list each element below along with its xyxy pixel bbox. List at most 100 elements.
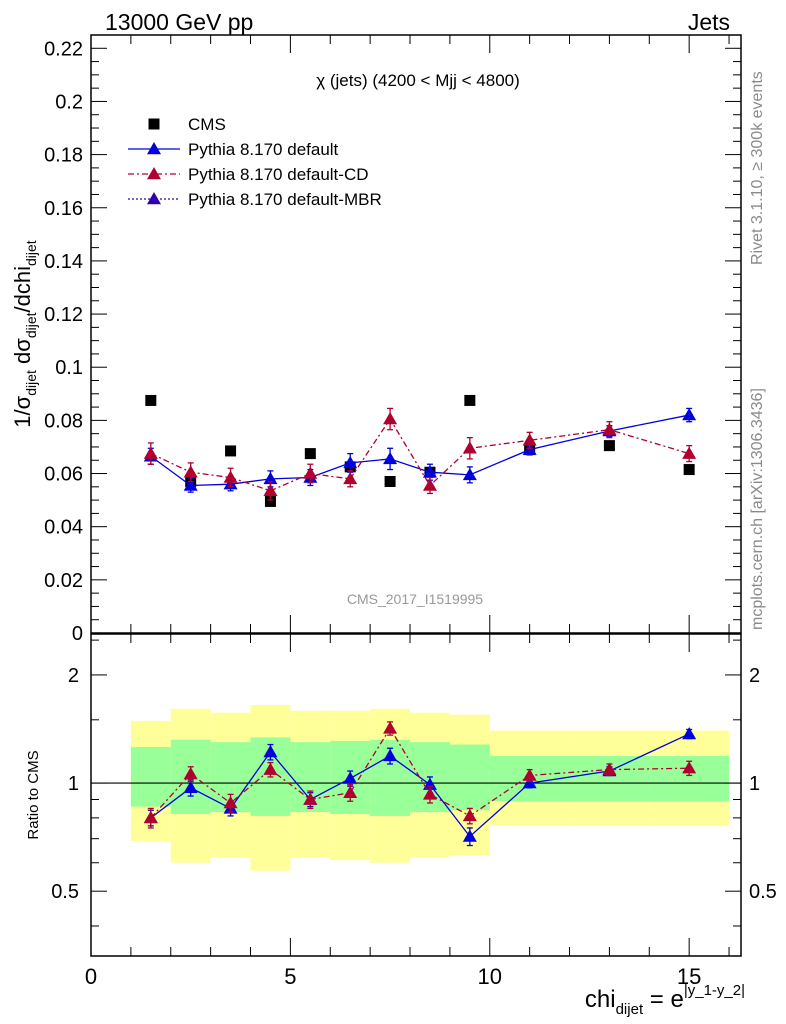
ratio-point bbox=[383, 721, 398, 734]
x-tick-label: 10 bbox=[478, 964, 502, 989]
bottom-frame bbox=[90, 633, 742, 957]
ratio-point bbox=[462, 808, 477, 822]
top-y-tick-label: 0.1 bbox=[55, 357, 83, 379]
top-y-tick-label: 0.16 bbox=[44, 198, 83, 220]
xlabel-part: dijet bbox=[616, 1001, 644, 1018]
data-point bbox=[522, 433, 537, 446]
side-label-rivet: Rivet 3.1.10, ≥ 300k events bbox=[749, 71, 766, 265]
top-series bbox=[143, 394, 697, 507]
top-title: χ (jets) (4200 < Mjj < 4800) bbox=[316, 71, 520, 90]
series-pythia-8-170-default-cd bbox=[143, 407, 697, 501]
ratio-point bbox=[383, 748, 398, 762]
ratio-point bbox=[303, 792, 318, 805]
bottom-panel: 0.5 1 2 0.5 1 2 0 5 10 15 Ratio to CMS chidijet =… bbox=[25, 633, 777, 1018]
legend-entry: CMS bbox=[148, 115, 226, 134]
side-label-mcplots: mcplots.cern.ch [arXiv:1306.3436] bbox=[749, 388, 766, 630]
ratio-point bbox=[143, 810, 158, 824]
top-y-tick-label: 0.12 bbox=[44, 304, 83, 326]
legend-entry: Pythia 8.170 default-MBR bbox=[128, 190, 382, 209]
top-frame bbox=[90, 34, 742, 634]
data-point bbox=[682, 408, 697, 421]
ylabel-part: 1/σ bbox=[10, 395, 35, 427]
top-y-tick-label: 0 bbox=[72, 623, 83, 645]
ratio-point bbox=[462, 829, 477, 842]
data-point bbox=[383, 412, 398, 425]
ratio-point bbox=[682, 761, 697, 774]
ratio-point bbox=[522, 768, 537, 781]
ylabel-subscript: dijet bbox=[23, 312, 39, 338]
data-point bbox=[462, 467, 477, 481]
data-point bbox=[384, 476, 396, 488]
legend-label: CMS bbox=[188, 115, 226, 134]
ratio-series-pythia-8-170-default-cd bbox=[143, 721, 697, 829]
bottom-y-tick-label-right: 1 bbox=[749, 773, 760, 795]
legend-marker bbox=[147, 167, 161, 180]
legend-marker bbox=[148, 118, 160, 130]
x-tick-label: 0 bbox=[85, 964, 97, 989]
x-tick-label: 5 bbox=[284, 964, 296, 989]
ratio-line bbox=[150, 733, 690, 838]
ratio-line bbox=[150, 727, 690, 819]
top-y-tick-label: 0.04 bbox=[44, 517, 83, 539]
data-point bbox=[683, 464, 695, 476]
ratio-point bbox=[343, 785, 358, 798]
data-point bbox=[223, 470, 238, 483]
data-point bbox=[145, 394, 157, 406]
ratio-point bbox=[422, 787, 437, 800]
xlabel-part: = e bbox=[643, 986, 684, 1013]
bottom-series bbox=[143, 721, 697, 847]
top-ticks: 0 0.02 0.04 0.06 0.08 0.1 0.12 0.14 0.16 0.18 0.2 0… bbox=[44, 35, 741, 645]
top-y-tick-label: 0.02 bbox=[44, 570, 83, 592]
data-point bbox=[383, 451, 398, 465]
legend-entry: Pythia 8.170 default bbox=[128, 140, 339, 159]
bottom-y-tick-label: 1 bbox=[68, 773, 79, 795]
legend-marker bbox=[147, 192, 161, 205]
top-y-tick-label: 0.2 bbox=[55, 91, 83, 113]
legend-label: Pythia 8.170 default-CD bbox=[188, 165, 369, 184]
ratio-point bbox=[263, 745, 278, 758]
legend-label: Pythia 8.170 default-MBR bbox=[188, 190, 382, 209]
top-y-tick-label: 0.14 bbox=[44, 251, 83, 273]
data-point bbox=[263, 471, 278, 485]
ylabel-subscript: dijet bbox=[23, 370, 39, 396]
top-y-tick-label: 0.08 bbox=[44, 410, 83, 432]
ratio-point bbox=[183, 780, 198, 794]
xlabel-part: chi bbox=[585, 986, 616, 1013]
bottom-y-tick-label-right: 2 bbox=[749, 665, 760, 687]
header-right: Jets bbox=[688, 9, 730, 35]
bottom-y-tick-label-right: 0.5 bbox=[749, 881, 777, 903]
ylabel-subscript: dijet bbox=[23, 240, 39, 266]
series-line bbox=[150, 414, 690, 487]
data-point bbox=[464, 394, 476, 406]
top-y-axis-label: 1/σdijet dσdijet/dchidijet bbox=[10, 240, 39, 428]
bottom-y-tick-label: 2 bbox=[68, 665, 79, 687]
top-watermark: CMS_2017_I1519995 bbox=[347, 591, 483, 607]
legend-label: Pythia 8.170 default bbox=[188, 140, 339, 159]
data-point bbox=[225, 445, 237, 457]
ratio-point bbox=[422, 777, 437, 790]
top-panel: 0 0.02 0.04 0.06 0.08 0.1 0.12 0.14 0.16 0.18 0.2 0… bbox=[10, 34, 742, 645]
data-point bbox=[603, 440, 615, 452]
data-point bbox=[304, 448, 316, 460]
ratio-point bbox=[682, 726, 697, 740]
top-y-tick-label: 0.18 bbox=[44, 145, 83, 167]
data-point bbox=[263, 483, 278, 497]
data-point bbox=[343, 455, 358, 469]
legend: CMS Pythia 8.170 default Pythia 8.170 defa… bbox=[128, 115, 382, 209]
data-point bbox=[183, 478, 198, 491]
bottom-y-tick-label: 0.5 bbox=[51, 881, 79, 903]
data-point bbox=[422, 478, 437, 491]
ratio-point bbox=[183, 766, 198, 780]
top-y-tick-label: 0.06 bbox=[44, 464, 83, 486]
data-point bbox=[183, 465, 198, 478]
x-tick-label: 15 bbox=[677, 964, 701, 989]
ratio-point bbox=[343, 771, 358, 784]
data-point bbox=[303, 466, 318, 479]
bottom-ticks: 0.5 1 2 0.5 1 2 0 5 10 15 bbox=[51, 634, 777, 989]
green-band bbox=[449, 744, 490, 811]
data-point bbox=[264, 495, 276, 507]
ylabel-part: dσ bbox=[10, 338, 35, 370]
top-y-tick-label: 0.22 bbox=[44, 38, 83, 60]
